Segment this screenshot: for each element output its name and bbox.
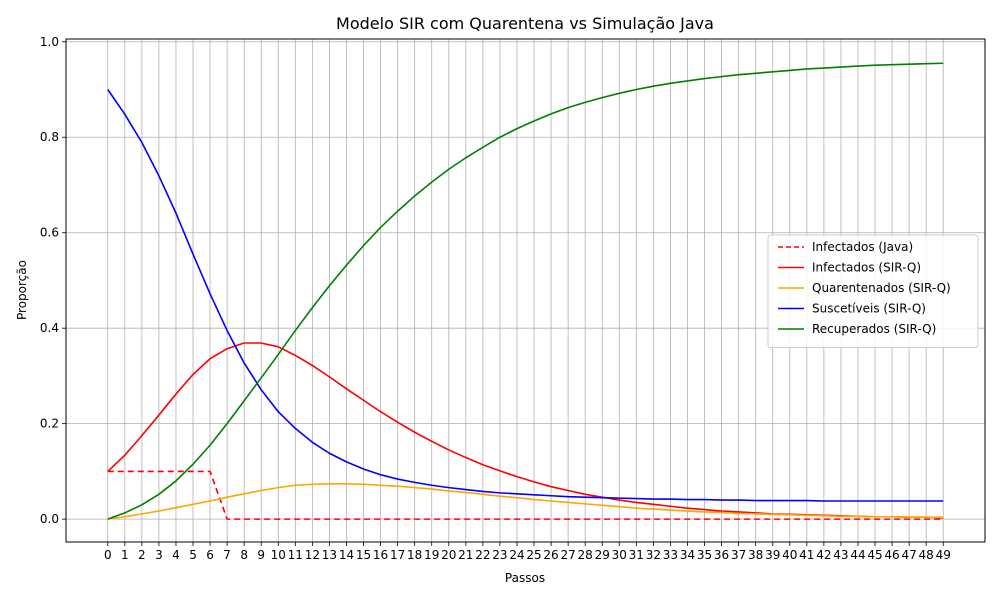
plot-frame — [65, 38, 986, 543]
x-tick-label: 23 — [492, 548, 507, 562]
x-tick-label: 16 — [373, 548, 388, 562]
x-tick-label: 38 — [748, 548, 763, 562]
x-tick-label: 28 — [578, 548, 593, 562]
x-tick-label: 46 — [884, 548, 899, 562]
x-tick-label: 7 — [223, 548, 231, 562]
x-tick-label: 18 — [407, 548, 422, 562]
y-tick-label: 1.0 — [40, 35, 59, 49]
x-tick-label: 0 — [104, 548, 112, 562]
x-tick-label: 36 — [714, 548, 729, 562]
legend: Infectados (Java) Infectados (SIR-Q) Quare… — [767, 234, 979, 348]
x-tick-label: 41 — [799, 548, 814, 562]
y-axis-label: Proporção — [15, 260, 29, 320]
series-line-quarentenados-sir-q — [107, 483, 944, 520]
x-tick-label: 48 — [919, 548, 934, 562]
y-tick-label: 0.0 — [40, 512, 59, 526]
x-tick-label: 12 — [305, 548, 320, 562]
legend-label: Infectados (Java) — [812, 240, 913, 254]
x-tick-label: 25 — [526, 548, 541, 562]
chart-title: Modelo SIR com Quarentena vs Simulação J… — [336, 14, 714, 33]
x-tick-label: 33 — [663, 548, 678, 562]
x-tick-label: 34 — [680, 548, 695, 562]
x-tick-label: 29 — [595, 548, 610, 562]
x-tick-label: 14 — [339, 548, 354, 562]
grid — [66, 39, 985, 542]
x-tick-label: 40 — [782, 548, 797, 562]
x-tick-label: 30 — [612, 548, 627, 562]
x-tick-label: 10 — [271, 548, 286, 562]
x-tick-label: 11 — [288, 548, 303, 562]
x-tick-label: 1 — [121, 548, 129, 562]
x-tick-label: 15 — [356, 548, 371, 562]
x-tick-label: 37 — [731, 548, 746, 562]
x-tick-label: 44 — [850, 548, 865, 562]
x-tick-label: 43 — [833, 548, 848, 562]
x-tick-label: 3 — [155, 548, 163, 562]
x-tick-label: 47 — [901, 548, 916, 562]
legend-label: Infectados (SIR-Q) — [812, 261, 921, 275]
legend-label: Suscetíveis (SIR-Q) — [812, 302, 926, 316]
y-tick-label: 0.2 — [40, 417, 59, 431]
x-tick-label: 6 — [206, 548, 214, 562]
x-tick-label: 31 — [629, 548, 644, 562]
x-tick-label: 39 — [765, 548, 780, 562]
x-tick-label: 27 — [560, 548, 575, 562]
x-axis: 0 1 2 3 4 5 6 7 8 9 10 11 12 13 14 15 16 17 18 19 20 21 22 23 24… — [104, 542, 951, 562]
x-tick-label: 4 — [172, 548, 180, 562]
x-tick-label: 24 — [509, 548, 524, 562]
x-tick-label: 26 — [543, 548, 558, 562]
series-lines — [107, 62, 944, 520]
x-tick-label: 9 — [257, 548, 265, 562]
x-tick-label: 21 — [458, 548, 473, 562]
x-axis-label: Passos — [505, 571, 545, 585]
x-tick-label: 45 — [867, 548, 882, 562]
x-tick-label: 20 — [441, 548, 456, 562]
x-tick-label: 35 — [697, 548, 712, 562]
legend-label: Quarentenados (SIR-Q) — [812, 281, 951, 295]
y-axis: 0.0 0.2 0.4 0.6 0.8 1.0 — [40, 35, 66, 526]
x-tick-label: 5 — [189, 548, 197, 562]
y-tick-label: 0.6 — [40, 226, 59, 240]
series-line-suscetiveis-sir-q — [107, 89, 944, 502]
series-line-infectados-java — [107, 470, 944, 520]
x-tick-label: 17 — [390, 548, 405, 562]
x-tick-label: 22 — [475, 548, 490, 562]
legend-box — [767, 234, 979, 348]
y-tick-label: 0.4 — [40, 321, 59, 335]
y-tick-label: 0.8 — [40, 130, 59, 144]
series-line-recuperados-sir-q — [107, 62, 944, 520]
x-tick-label: 49 — [936, 548, 951, 562]
x-tick-label: 42 — [816, 548, 831, 562]
x-tick-label: 32 — [646, 548, 661, 562]
x-tick-label: 2 — [138, 548, 146, 562]
x-tick-label: 13 — [322, 548, 337, 562]
legend-label: Recuperados (SIR-Q) — [812, 322, 936, 336]
x-tick-label: 19 — [424, 548, 439, 562]
x-tick-label: 8 — [240, 548, 248, 562]
